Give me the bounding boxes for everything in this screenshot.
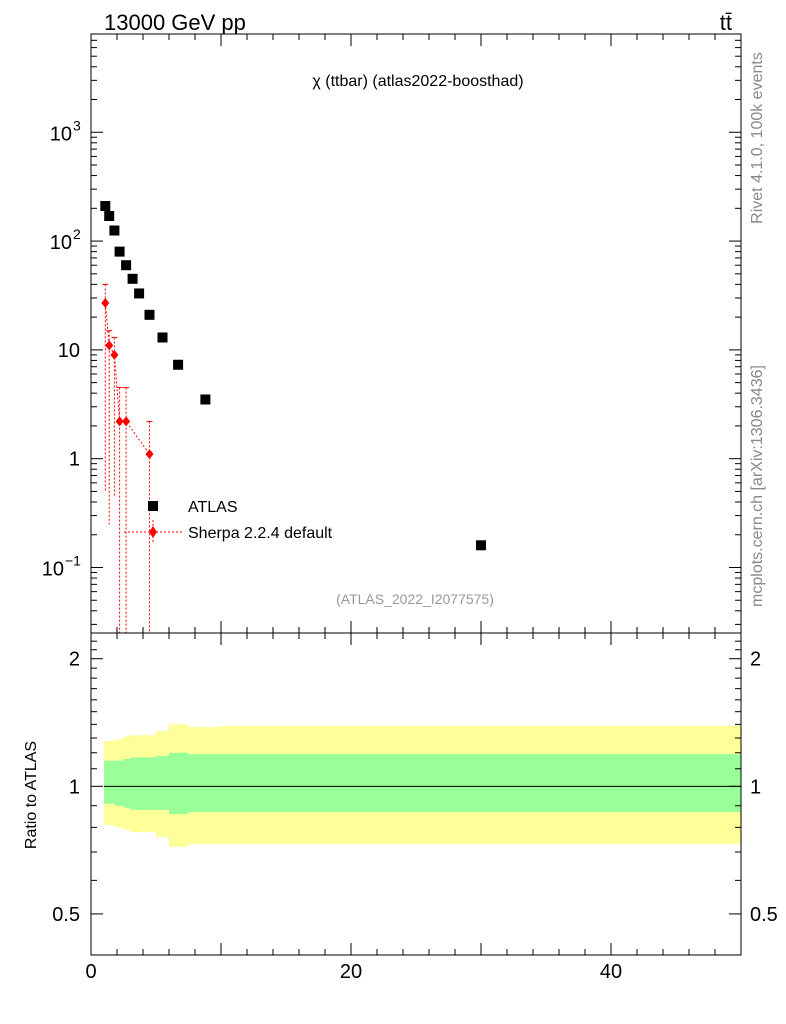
atlas-point [100, 201, 111, 212]
ratio-ytick-label: 2 [69, 649, 80, 671]
main-ytick-label: 1 [69, 449, 80, 471]
ratio-xtick-label: 0 [85, 961, 96, 983]
ratio-ytick-label-right: 0.5 [750, 904, 778, 926]
legend-label-sherpa: Sherpa 2.2.4 default [188, 525, 333, 542]
sherpa-point [122, 416, 131, 427]
sherpa-line [104, 302, 150, 455]
main-ytick-label-exp: −1 [65, 552, 81, 568]
main-ytick-label-exp: 2 [73, 226, 81, 242]
sherpa-point [101, 297, 110, 308]
ratio-ytick-label-right: 2 [750, 649, 761, 671]
sherpa-point [110, 349, 119, 360]
main-ytick-label-base: 10 [50, 123, 72, 145]
sherpa-point [105, 340, 114, 351]
process-label: tt̄ [720, 10, 732, 35]
atlas-point [173, 359, 184, 370]
atlas-point [127, 273, 138, 284]
atlas-point [104, 210, 115, 221]
main-ytick-label-exp: 3 [73, 117, 81, 133]
main-ytick-label-base: 10 [50, 232, 72, 254]
atlas-point [109, 225, 120, 236]
legend-label-atlas: ATLAS [188, 499, 238, 516]
site-label: mcplots.cern.ch [arXiv:1306.3436] [749, 365, 766, 607]
statistical-uncertainty-band [104, 752, 741, 815]
atlas-point [114, 246, 125, 257]
analysis-tag: (ATLAS_2022_I2077575) [336, 591, 494, 607]
main-plot-frame [90, 33, 742, 634]
legend: ATLAS Sherpa 2.2.4 default [124, 499, 333, 544]
main-plot-title: χ (ttbar) (atlas2022-boosthad) [312, 73, 523, 90]
legend-marker-atlas [148, 501, 158, 511]
ratio-plot: 0 20 40 0.5 0.5 1 1 2 2 Ratio to ATLAS [23, 632, 778, 983]
ratio-ytick-label: 0.5 [52, 904, 80, 926]
main-ytick-label: 10 [58, 340, 80, 362]
atlas-point [144, 309, 155, 320]
ratio-xtick-label: 40 [600, 961, 622, 983]
ratio-ytick-label: 1 [69, 776, 80, 798]
energy-label: 13000 GeV pp [104, 10, 246, 35]
ratio-xtick-label: 20 [340, 961, 362, 983]
sherpa-point [145, 449, 154, 460]
rivet-label: Rivet 4.1.0, 100k events [749, 52, 766, 224]
atlas-point [200, 394, 211, 405]
ratio-plot-frame [90, 632, 742, 956]
atlas-point [134, 288, 145, 299]
atlas-point [121, 260, 132, 271]
ratio-ylabel: Ratio to ATLAS [23, 741, 40, 849]
atlas-point [157, 332, 168, 343]
main-ytick-label-base: 10 [42, 558, 64, 580]
atlas-point [476, 540, 486, 551]
ratio-ytick-label-right: 1 [750, 776, 761, 798]
legend-marker-sherpa [149, 526, 157, 538]
sherpa-point [115, 416, 124, 427]
main-plot: χ (ttbar) (atlas2022-boosthad) (ATLAS_20… [42, 33, 742, 634]
